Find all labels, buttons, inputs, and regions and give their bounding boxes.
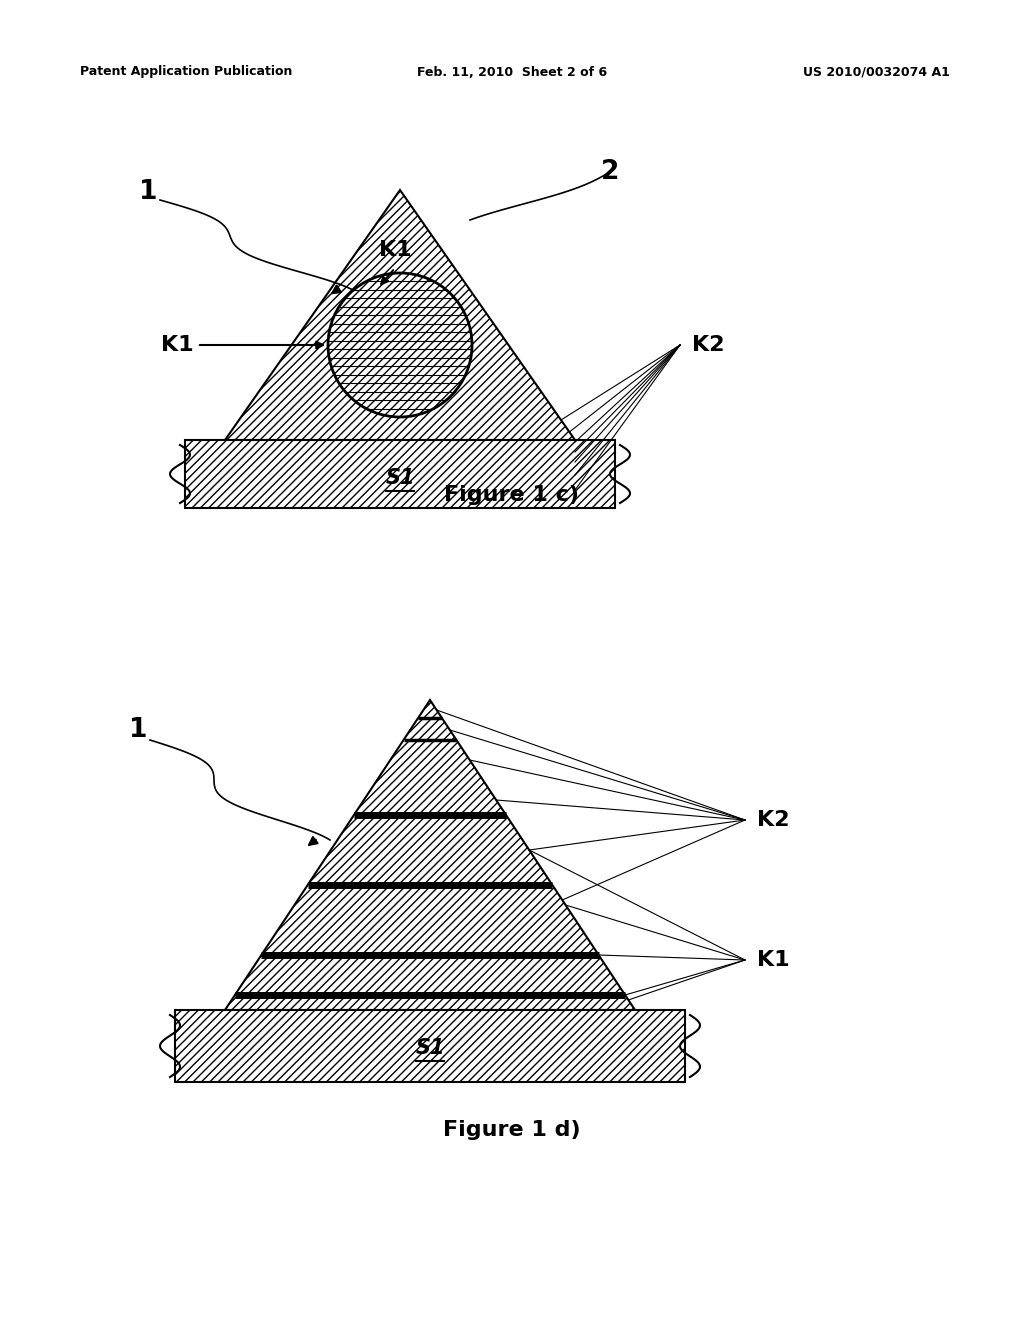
Text: 1: 1	[129, 717, 147, 743]
Text: S1: S1	[385, 469, 415, 488]
Text: Patent Application Publication: Patent Application Publication	[80, 66, 293, 78]
Text: 2: 2	[601, 158, 620, 185]
Polygon shape	[225, 190, 575, 440]
Text: K2: K2	[692, 335, 725, 355]
Text: K1: K1	[161, 335, 194, 355]
Text: US 2010/0032074 A1: US 2010/0032074 A1	[803, 66, 950, 78]
Text: K2: K2	[757, 810, 790, 830]
Text: Feb. 11, 2010  Sheet 2 of 6: Feb. 11, 2010 Sheet 2 of 6	[417, 66, 607, 78]
Text: S1: S1	[416, 1038, 444, 1059]
Text: K1: K1	[379, 240, 412, 260]
Bar	[185, 440, 615, 508]
Text: 1: 1	[138, 180, 158, 205]
Polygon shape	[225, 700, 635, 1010]
Text: K1: K1	[757, 950, 790, 970]
Text: Figure 1 c): Figure 1 c)	[444, 484, 580, 506]
Text: Figure 1 d): Figure 1 d)	[443, 1119, 581, 1140]
Bar	[175, 1010, 685, 1082]
